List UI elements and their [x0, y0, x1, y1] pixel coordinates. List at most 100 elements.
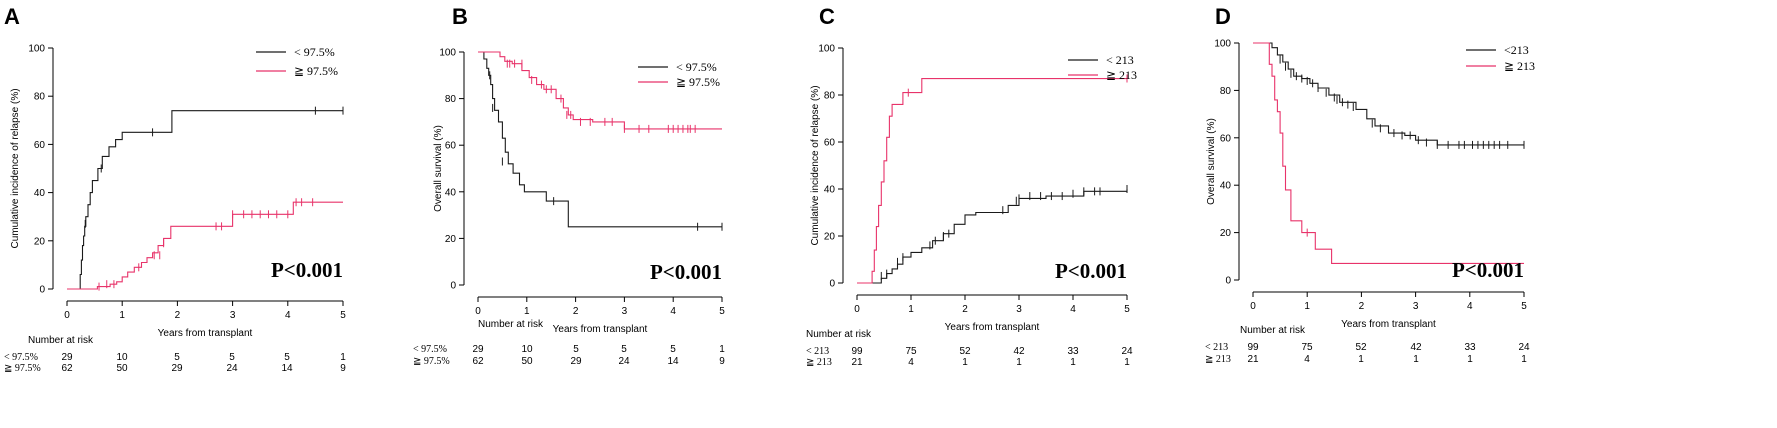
- x-tick-label: 0: [1250, 301, 1256, 312]
- risk-value: 1: [1467, 354, 1473, 365]
- risk-value: 4: [1304, 354, 1310, 365]
- risk-value: 1: [1358, 354, 1364, 365]
- legend-label-1: < 97.5%: [294, 45, 335, 59]
- legend-label-2: ≧ 97.5%: [294, 64, 338, 78]
- y-tick-label: 100: [1214, 39, 1231, 50]
- risk-value: 24: [618, 356, 630, 367]
- x-tick-label: 1: [908, 304, 914, 315]
- risk-value: 62: [472, 356, 484, 367]
- x-tick-label: 0: [475, 306, 481, 317]
- risk-value: 1: [962, 357, 968, 368]
- y-tick-label: 20: [1220, 228, 1232, 239]
- y-axis-label: Cumulative incidence of relapse (%): [10, 88, 21, 248]
- y-tick-label: 40: [445, 187, 457, 198]
- legend-label-2: ≧ 213: [1106, 68, 1137, 82]
- panel-letter: B: [452, 4, 468, 29]
- risk-value: 24: [226, 363, 238, 374]
- risk-value: 24: [1518, 342, 1530, 353]
- x-axis-label: Years from transplant: [553, 324, 648, 335]
- x-tick-label: 0: [64, 310, 70, 321]
- y-tick-label: 0: [450, 281, 456, 292]
- y-tick-label: 80: [34, 92, 46, 103]
- risk-value: 33: [1464, 342, 1476, 353]
- x-tick-label: 5: [1124, 304, 1130, 315]
- y-tick-label: 60: [1220, 133, 1232, 144]
- x-tick-label: 2: [573, 306, 579, 317]
- risk-value: 62: [61, 363, 73, 374]
- risk-value: 50: [521, 356, 533, 367]
- risk-value: 5: [229, 352, 235, 363]
- x-tick-label: 1: [1304, 301, 1310, 312]
- x-axis-label: Years from transplant: [158, 328, 253, 339]
- series-line-2: [1253, 42, 1524, 264]
- x-tick-label: 5: [340, 310, 346, 321]
- risk-group-label-1: < 213: [806, 346, 829, 357]
- risk-table-title: Number at risk: [1240, 325, 1306, 336]
- risk-value: 1: [1016, 357, 1022, 368]
- panel-d: D 0 20 40 60 80 100 0 1 2 3 4 5 Overall survival (%) Y…: [1205, 4, 1535, 365]
- risk-value: 5: [174, 352, 180, 363]
- y-tick-label: 40: [1220, 181, 1232, 192]
- risk-value: 5: [573, 344, 579, 355]
- legend-label-1: < 97.5%: [676, 60, 717, 74]
- risk-value: 24: [1121, 346, 1133, 357]
- risk-value: 10: [521, 344, 533, 355]
- risk-group-label-1: < 97.5%: [4, 352, 38, 363]
- x-tick-label: 4: [670, 306, 676, 317]
- y-tick-label: 0: [39, 285, 45, 296]
- risk-table-title: Number at risk: [806, 329, 872, 340]
- p-value: P<0.001: [1452, 258, 1524, 282]
- y-tick-label: 60: [34, 140, 46, 151]
- x-tick-label: 0: [854, 304, 860, 315]
- risk-value: 5: [670, 344, 676, 355]
- p-value: P<0.001: [1055, 259, 1127, 283]
- risk-value: 29: [171, 363, 183, 374]
- x-tick-label: 3: [622, 306, 628, 317]
- x-tick-label: 3: [230, 310, 236, 321]
- risk-value: 5: [284, 352, 290, 363]
- risk-value: 29: [472, 344, 484, 355]
- panel-letter: A: [4, 4, 20, 29]
- x-tick-label: 4: [1070, 304, 1076, 315]
- y-tick-label: 80: [445, 94, 457, 105]
- legend-label-1: <213: [1504, 43, 1529, 57]
- risk-value: 99: [1247, 342, 1259, 353]
- y-tick-label: 20: [445, 234, 457, 245]
- x-tick-label: 5: [719, 306, 725, 317]
- x-tick-label: 1: [119, 310, 125, 321]
- risk-value: 4: [908, 357, 914, 368]
- risk-value: 9: [340, 363, 346, 374]
- y-tick-label: 20: [824, 232, 836, 243]
- y-tick-label: 100: [818, 44, 835, 55]
- x-axis-label: Years from transplant: [1341, 319, 1436, 330]
- risk-value: 14: [281, 363, 293, 374]
- risk-value: 29: [570, 356, 582, 367]
- risk-value: 75: [1301, 342, 1313, 353]
- risk-value: 5: [621, 344, 627, 355]
- risk-group-label-2: ≧ 213: [806, 357, 832, 368]
- risk-value: 99: [851, 346, 863, 357]
- legend-label-2: ≧ 213: [1504, 59, 1535, 73]
- y-tick-label: 0: [829, 279, 835, 290]
- x-tick-label: 4: [1467, 301, 1473, 312]
- risk-group-label-2: ≧ 97.5%: [413, 356, 450, 367]
- x-tick-label: 3: [1413, 301, 1419, 312]
- panel-c: C 0 20 40 60 80 100 0 1 2 3 4 5 Cumulative incidence …: [806, 4, 1137, 368]
- x-tick-label: 3: [1016, 304, 1022, 315]
- y-tick-label: 40: [34, 188, 46, 199]
- risk-value: 75: [905, 346, 917, 357]
- panel-letter: C: [819, 4, 835, 29]
- x-tick-label: 2: [1359, 301, 1365, 312]
- risk-value: 9: [719, 356, 725, 367]
- risk-value: 21: [1247, 354, 1259, 365]
- y-tick-label: 20: [34, 236, 46, 247]
- risk-value: 52: [959, 346, 971, 357]
- series-line-2: [478, 51, 722, 130]
- x-tick-label: 1: [524, 306, 530, 317]
- y-tick-label: 60: [445, 141, 457, 152]
- legend-label-2: ≧ 97.5%: [676, 75, 720, 89]
- risk-table-title: Number at risk: [28, 335, 94, 346]
- risk-value: 42: [1013, 346, 1025, 357]
- risk-value: 1: [1070, 357, 1076, 368]
